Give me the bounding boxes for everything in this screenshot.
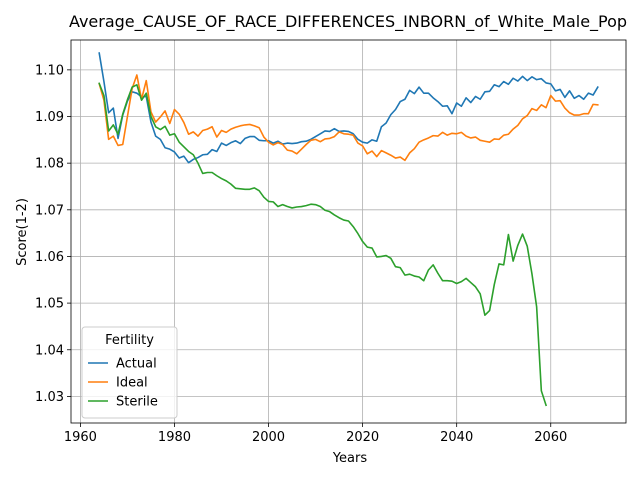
series-line-actual (98, 52, 599, 164)
x-tick-label: 1980 (158, 430, 191, 445)
y-tick-label: 1.06 (35, 250, 64, 265)
y-axis: 1.03 1.04 1.05 1.06 1.07 1.08 1.09 1.10 (35, 63, 71, 405)
x-axis: 1960 1980 2000 2020 2040 2060 (64, 423, 567, 445)
y-tick-label: 1.09 (35, 110, 64, 125)
x-tick-label: 2060 (534, 430, 567, 445)
y-tick-label: 1.10 (35, 63, 64, 78)
y-tick-label: 1.08 (35, 157, 64, 172)
legend-label-actual: Actual (116, 357, 157, 372)
legend-box (81, 326, 178, 419)
legend-label-sterile: Sterile (116, 395, 158, 410)
x-tick-label: 2020 (346, 430, 379, 445)
y-tick-label: 1.03 (35, 390, 64, 405)
plot-frame (70, 39, 627, 424)
chart-title: Average_CAUSE_OF_RACE_DIFFERENCES_INBORN… (69, 12, 627, 32)
y-axis-label: Score(1-2) (15, 198, 30, 266)
x-tick-label: 2040 (440, 430, 473, 445)
legend-items: Actual Ideal Sterile (88, 357, 158, 410)
x-tick-label: 1960 (64, 430, 97, 445)
y-tick-label: 1.05 (35, 297, 64, 312)
y-tick-label: 1.07 (35, 203, 64, 218)
legend-label-ideal: Ideal (116, 376, 148, 391)
y-tick-label: 1.04 (35, 343, 64, 358)
series-line-ideal (98, 74, 599, 162)
legend: Fertility Actual Ideal Sterile (81, 326, 178, 419)
legend-title: Fertility (105, 333, 154, 348)
x-tick-label: 2000 (252, 430, 285, 445)
series-layer (98, 52, 599, 407)
series-line-sterile (98, 82, 548, 407)
x-axis-label: Years (332, 451, 368, 466)
